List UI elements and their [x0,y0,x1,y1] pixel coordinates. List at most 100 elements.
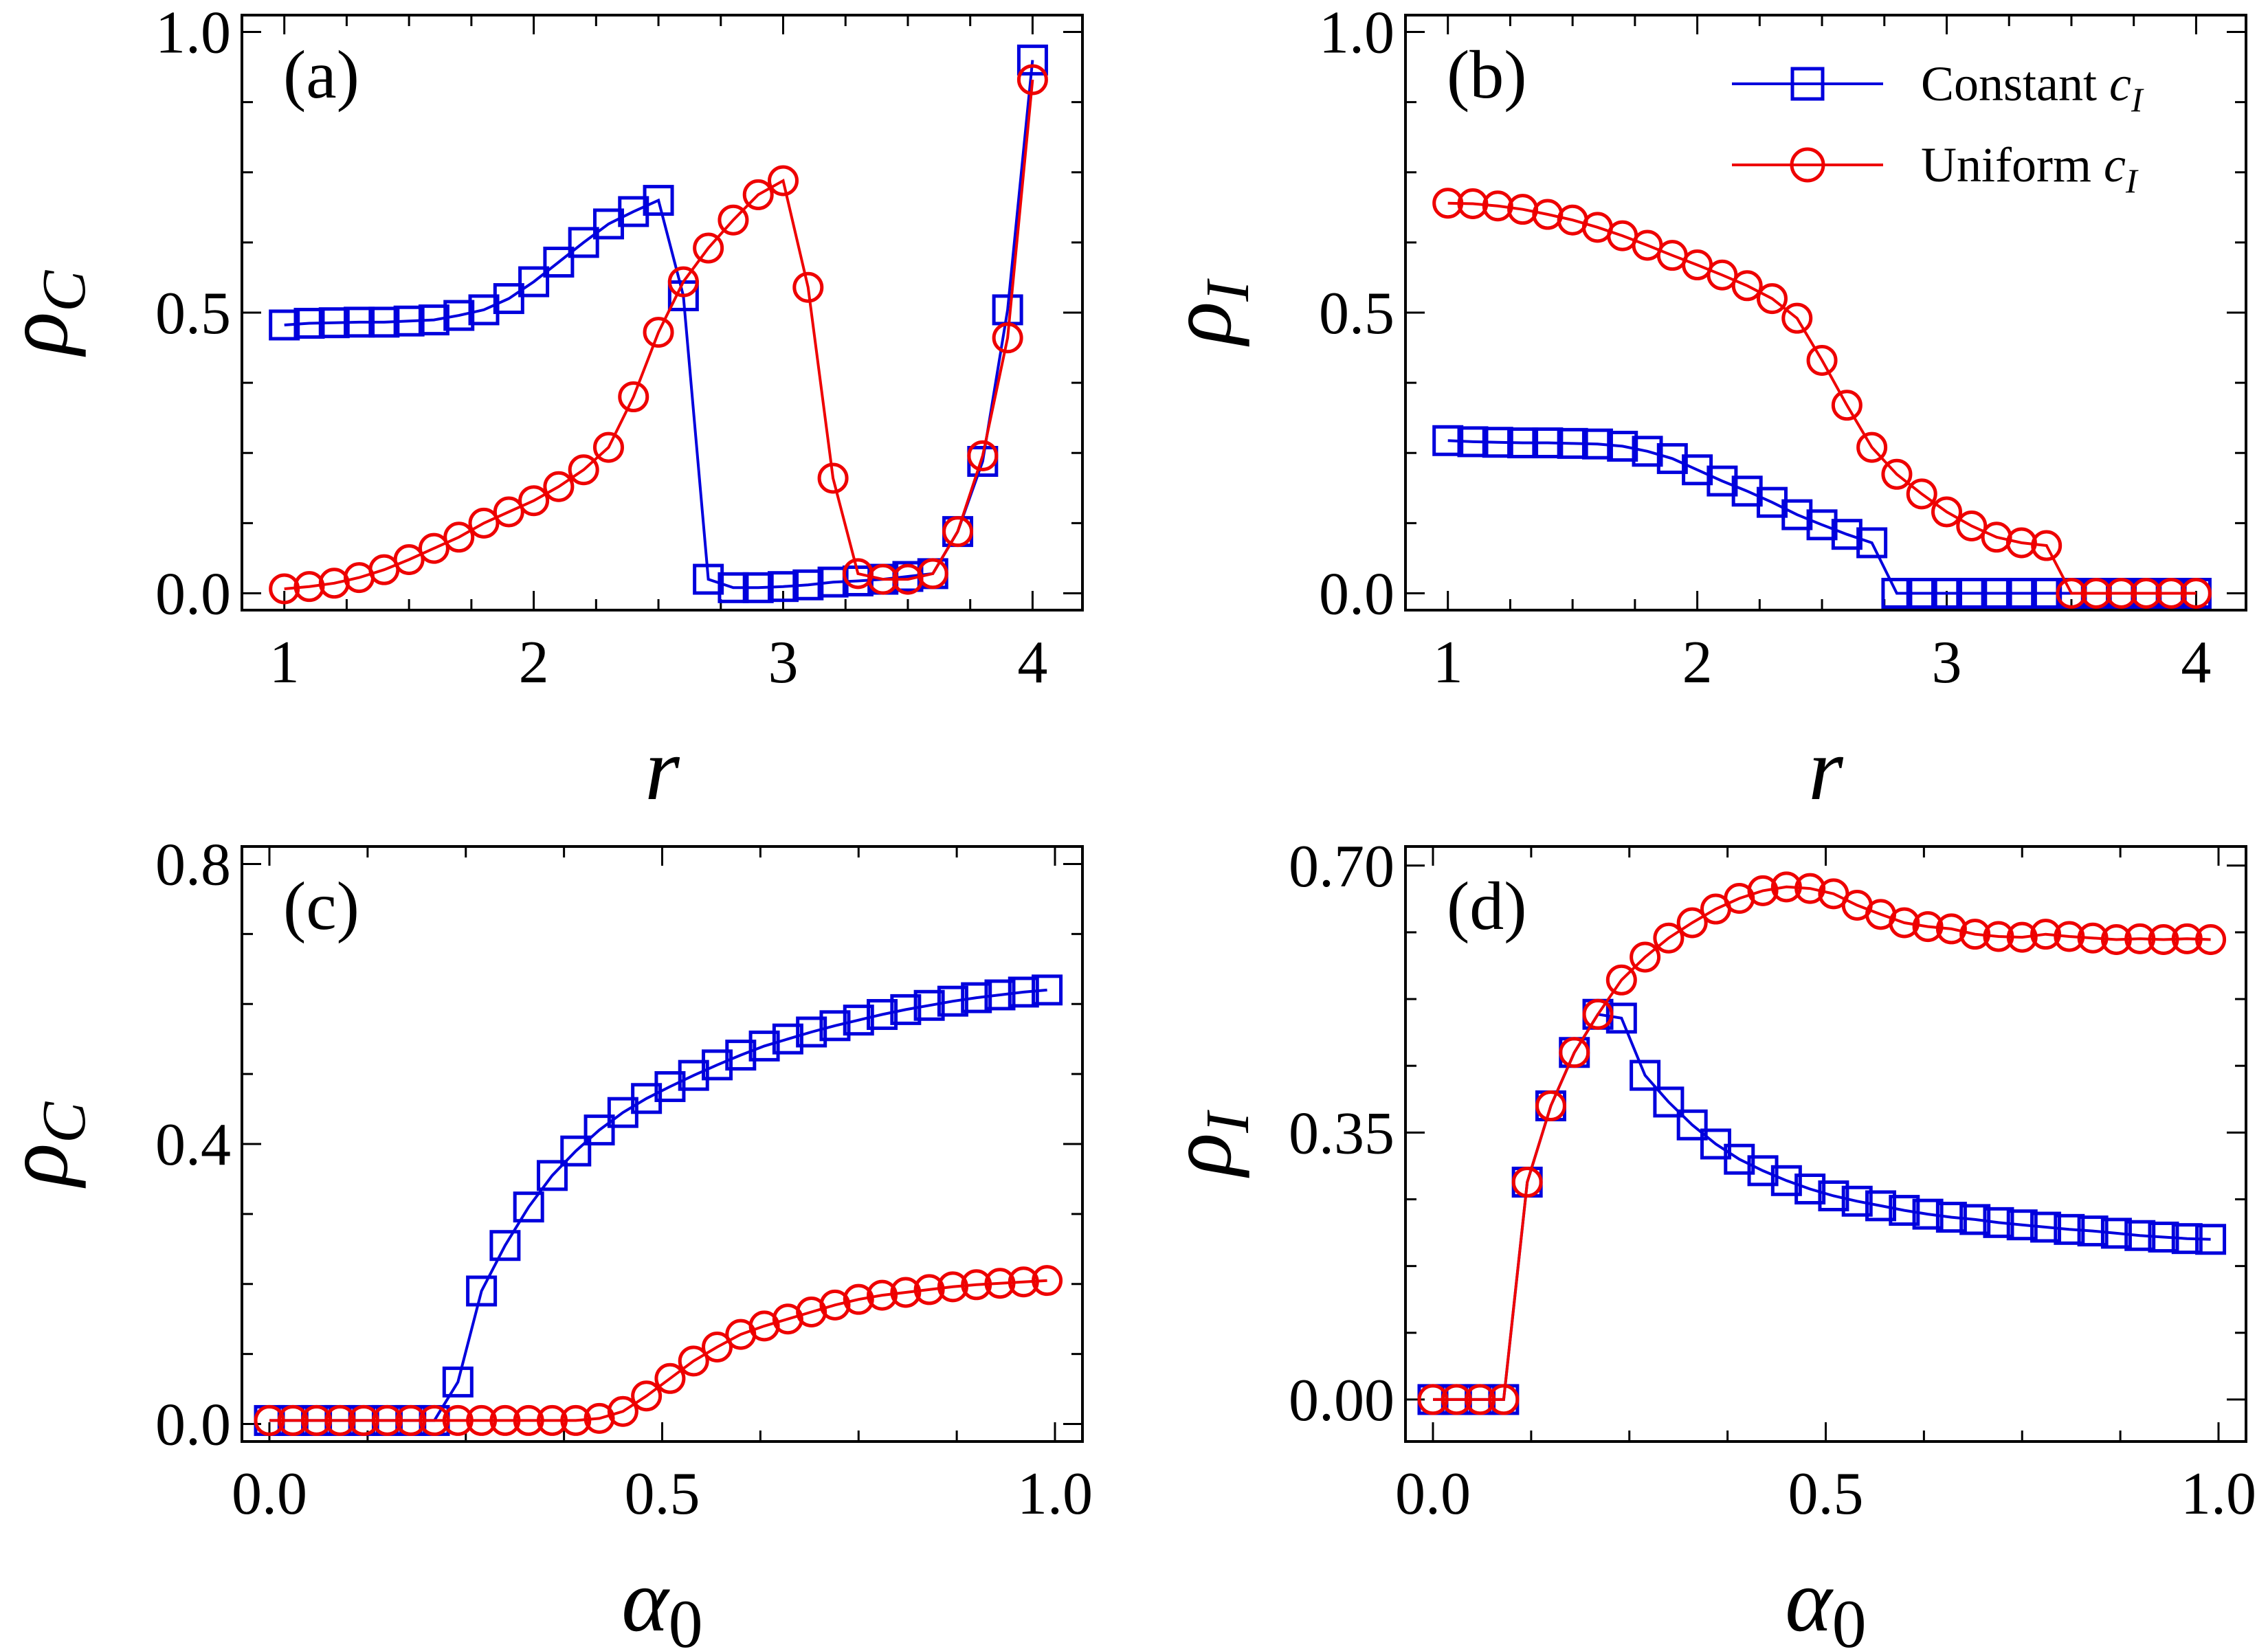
data-point-uniform [2100,923,2132,955]
panel-d-series-uniform [1417,871,2227,1415]
data-point-uniform [1559,1037,1590,1068]
data-point-uniform [742,179,774,210]
data-point-uniform [2054,921,2085,952]
panel-d-line-constant [1433,1013,2211,1401]
panel-a-ytick-label: 0.0 [155,561,231,627]
panel-d-ylabel: ρI [1151,1110,1262,1178]
data-point-constant [543,246,575,278]
data-point-uniform [1781,302,1813,334]
data-point-constant [1605,1002,1637,1034]
data-point-constant [1747,1155,1779,1187]
data-point-constant [643,185,674,216]
data-point-constant [1008,976,1039,1008]
data-point-uniform [1432,188,1464,219]
panel-a-label: (a) [283,36,359,113]
data-point-uniform [395,1404,427,1436]
panel-d-line-uniform [1433,885,2211,1401]
data-point-uniform [1806,344,1838,376]
data-point-uniform [867,563,899,595]
panel-d-ytick-label: 0.35 [1289,1100,1394,1167]
data-point-constant [678,1059,709,1091]
data-point-uniform [348,1404,379,1436]
data-point-constant [1032,974,1063,1006]
data-point-constant [631,1083,663,1114]
data-point-uniform [1630,941,1661,973]
data-point-uniform [419,1404,450,1436]
data-point-constant [1806,509,1838,541]
data-point-constant [468,294,500,326]
data-point-uniform [2131,577,2162,609]
panel-d-xtick-label: 0.5 [1788,1461,1864,1527]
data-point-constant [1016,44,1048,76]
data-point-uniform [1676,907,1708,939]
data-point-constant [489,1230,521,1261]
data-point-uniform [371,1404,403,1436]
data-point-uniform [1747,875,1779,906]
data-point-constant [937,985,968,1017]
data-point-constant [344,306,375,338]
data-point-constant [913,989,945,1021]
data-point-constant [583,1114,615,1146]
data-point-constant [418,304,449,336]
data-point-uniform [393,543,425,575]
panel-c-xlabel: α0 [621,1551,702,1649]
data-point-uniform [536,1404,568,1436]
panel-a-line-constant [284,60,1034,590]
data-point-uniform [2171,923,2203,954]
panel-a: 1 2 3 4 0.0 0.5 1.0 r ρC (a) [0,0,1084,819]
data-point-uniform [1931,496,1963,528]
panel-c-ytick-label: 0.8 [155,831,231,898]
panel-c-xtick-label: 0.0 [232,1461,307,1527]
data-point-uniform [702,1331,733,1362]
data-point-uniform [1457,188,1489,220]
data-point-constant [1507,427,1539,459]
data-point-uniform [890,1277,922,1308]
data-point-constant [1889,1195,1920,1226]
data-point-constant [1432,425,1464,456]
data-point-constant [1831,519,1863,550]
panel-c-xtick-label: 0.5 [625,1461,700,1527]
data-point-uniform [1856,431,1888,463]
data-point-uniform [937,1271,968,1303]
data-point-constant [618,196,649,227]
data-point-constant [842,565,874,597]
data-point-constant [984,979,1016,1011]
data-point-constant [792,569,824,601]
data-point-uniform [967,440,999,471]
data-point-uniform [2077,922,2109,954]
data-point-constant [768,571,799,603]
data-point-constant [1818,1180,1849,1211]
data-point-constant [1865,1190,1897,1222]
data-point-uniform [1935,913,1967,945]
panel-a-xtick-label: 3 [768,629,799,696]
panel-c-ytick-label: 0.0 [155,1392,231,1459]
data-point-uniform [2056,577,2087,609]
data-point-uniform [1912,911,1944,943]
data-point-constant [1881,577,1913,609]
data-point-uniform [1731,270,1763,302]
data-point-uniform [1441,1384,1472,1415]
data-point-uniform [1511,1167,1543,1198]
data-point-uniform [1417,1384,1449,1415]
data-point-constant [1532,427,1564,459]
data-point-uniform [984,1268,1016,1299]
panel-b-xtick-label: 2 [1682,629,1713,696]
data-point-constant [867,999,898,1031]
data-point-uniform [643,317,674,348]
panel-c-frame [241,845,1084,1443]
data-point-constant [654,1070,686,1102]
panel-c-series-constant [254,974,1063,1436]
data-point-constant [1653,1086,1685,1118]
data-point-uniform [293,571,325,603]
panel-a-ytick-label: 1.0 [155,0,231,67]
panel-d: 0.0 0.5 1.0 0.00 0.35 0.70 α0 ρI (d) [1151,833,2256,1649]
data-point-uniform [792,271,824,303]
data-point-uniform [2006,921,2038,953]
data-point-constant [1959,1204,1991,1235]
panel-a-xtick-label: 1 [269,629,300,696]
legend-marker-constant [1790,67,1825,101]
panel-b-xtick-label: 1 [1433,629,1463,696]
data-point-constant [518,266,550,298]
